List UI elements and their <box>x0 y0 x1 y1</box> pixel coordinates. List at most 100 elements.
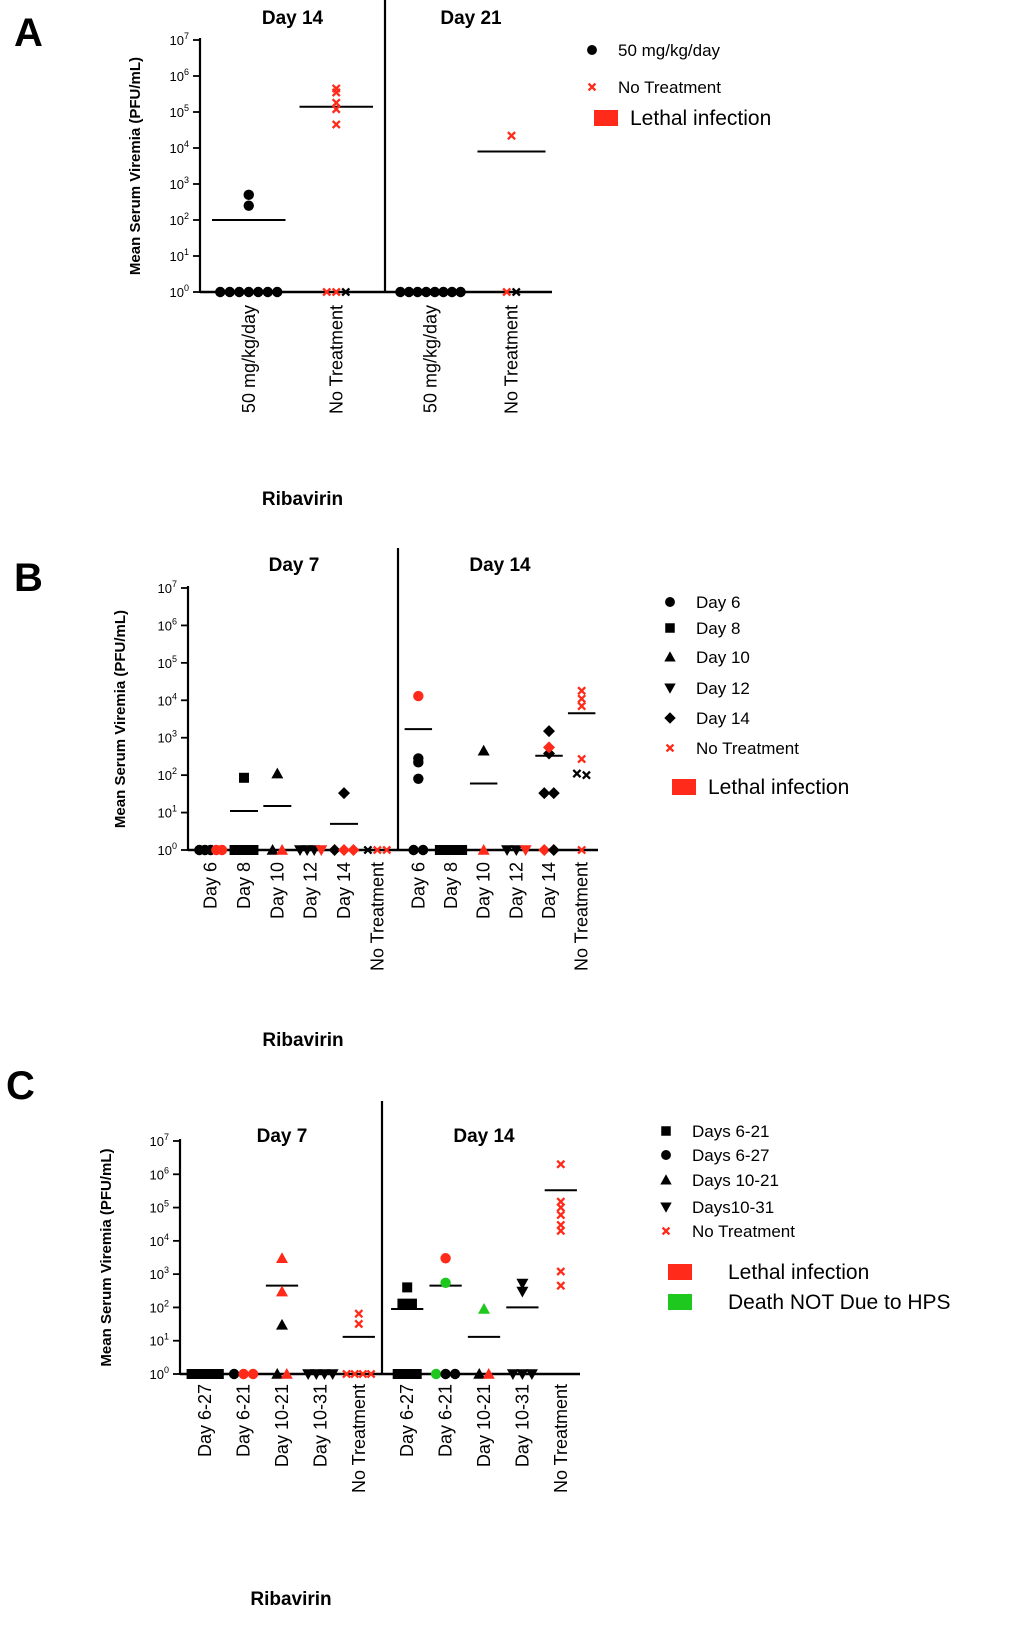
category-label: Day 10 <box>267 862 287 919</box>
y-tick-label: 101 <box>170 247 189 264</box>
legend-label: Days 6-27 <box>692 1146 769 1165</box>
legend-label: Days 10-21 <box>692 1171 779 1190</box>
data-point <box>516 1278 529 1290</box>
data-point <box>372 845 382 855</box>
y-tick-label: 103 <box>158 729 177 746</box>
data-point <box>507 131 516 141</box>
data-point <box>397 1298 408 1309</box>
data-point <box>197 1369 208 1379</box>
y-tick-label: 105 <box>158 654 177 671</box>
y-axis-label: Mean Serum Viremia (PFU/mL) <box>112 610 129 828</box>
data-point <box>413 753 424 764</box>
data-point <box>577 686 587 696</box>
legend-label: No Treatment <box>618 78 721 97</box>
group-title: Day 14 <box>262 8 324 29</box>
y-tick-label: 103 <box>150 1265 169 1282</box>
data-point <box>341 287 351 297</box>
category-label: Day 14 <box>334 862 354 919</box>
legend-marker <box>587 45 597 55</box>
data-point <box>247 1368 259 1380</box>
data-point <box>510 845 523 856</box>
data-point <box>434 845 445 855</box>
data-point <box>239 772 249 783</box>
data-point <box>395 286 406 298</box>
legend-label: Day 8 <box>696 619 740 638</box>
data-point <box>446 286 458 298</box>
data-point <box>318 1369 331 1380</box>
data-point <box>238 1368 249 1380</box>
data-point <box>276 1252 288 1264</box>
category-label: Day 10-31 <box>512 1384 532 1467</box>
category-label: Day 10-31 <box>310 1384 330 1467</box>
legend-label: Day 10 <box>696 648 750 667</box>
data-point <box>525 1369 538 1380</box>
data-point <box>538 844 551 856</box>
data-point <box>215 286 226 298</box>
data-point <box>478 1302 490 1314</box>
y-axis-label: Mean Serum Viremia (PFU/mL) <box>98 1148 115 1366</box>
data-point <box>440 1253 451 1264</box>
y-tick-label: 106 <box>158 616 177 633</box>
category-label: No Treatment <box>502 305 522 414</box>
legend-label: No Treatment <box>696 739 799 758</box>
category-label: Day 12 <box>506 862 526 919</box>
data-point <box>280 1368 293 1379</box>
data-point <box>556 1267 566 1276</box>
y-tick-label: 107 <box>170 31 189 48</box>
data-point <box>363 845 373 855</box>
data-point <box>358 1369 368 1379</box>
data-point <box>516 1286 529 1298</box>
legend-marker <box>587 82 597 92</box>
data-point <box>543 741 555 754</box>
y-tick-label: 105 <box>150 1199 169 1216</box>
data-point <box>229 845 240 855</box>
data-point <box>243 189 254 201</box>
legend-label: Day 12 <box>696 679 750 698</box>
data-point <box>547 844 560 856</box>
data-point <box>248 845 259 855</box>
category-label: No Treatment <box>349 1384 369 1493</box>
category-label: 50 mg/kg/day <box>421 305 441 413</box>
data-point <box>572 769 582 779</box>
data-point <box>326 1369 339 1380</box>
data-point <box>440 845 451 855</box>
data-point <box>449 1368 461 1380</box>
data-point <box>406 1298 417 1309</box>
data-point <box>440 1368 451 1380</box>
data-point <box>224 286 235 298</box>
y-tick-label: 107 <box>150 1132 169 1149</box>
data-point <box>412 286 423 298</box>
data-point <box>519 845 532 856</box>
data-point <box>547 787 560 800</box>
category-label: Day 10-21 <box>474 1384 494 1467</box>
data-point <box>556 1281 566 1291</box>
y-tick-label: 105 <box>170 103 189 120</box>
y-tick-label: 104 <box>170 139 189 156</box>
data-point <box>556 1159 566 1169</box>
data-point <box>271 1368 284 1379</box>
x-axis-label: Ribavirin <box>250 1589 331 1610</box>
data-point <box>243 286 254 298</box>
panel-letter: A <box>14 11 43 55</box>
category-label: Day 6-21 <box>436 1384 456 1457</box>
data-point <box>482 1368 495 1379</box>
y-tick-label: 104 <box>158 691 177 708</box>
data-point <box>253 286 264 298</box>
group-title: Day 7 <box>257 1126 308 1147</box>
data-point <box>446 845 456 855</box>
data-point <box>577 701 587 711</box>
y-tick-label: 101 <box>158 804 177 821</box>
legend-label: No Treatment <box>692 1222 795 1241</box>
data-point <box>543 725 555 738</box>
category-label: Day 8 <box>234 862 254 909</box>
data-point <box>543 747 555 760</box>
data-point <box>420 286 432 298</box>
data-point <box>366 1369 376 1379</box>
data-point <box>315 845 328 856</box>
data-point <box>213 1369 224 1379</box>
data-point <box>347 844 360 856</box>
data-point <box>186 1369 197 1379</box>
panel-c: C 100 101 102 103 104 105 106 107 Mean Serum Vire… <box>6 1064 951 1610</box>
data-point <box>328 844 341 856</box>
legend-swatch <box>668 1294 692 1310</box>
